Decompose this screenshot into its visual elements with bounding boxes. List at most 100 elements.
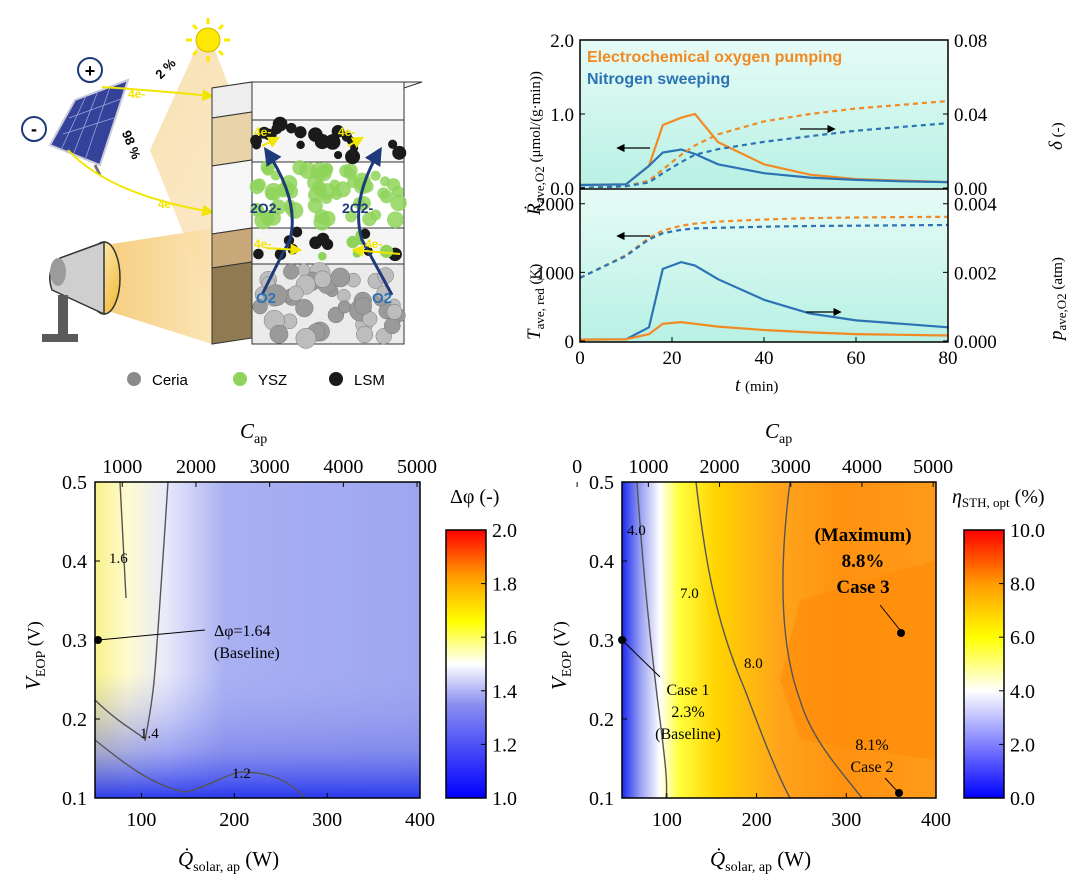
ceria-particle xyxy=(383,317,401,335)
ceria-legend-icon xyxy=(127,372,141,386)
contour-label-1-6: 1.6 xyxy=(109,551,128,567)
annotation-maximum: (Maximum) xyxy=(814,525,911,546)
contour-1-6 xyxy=(119,481,127,599)
tick-label: 0.3 xyxy=(62,630,87,652)
svg-text:VEOP (V): VEOP (V) xyxy=(21,621,49,690)
colorbar-tick-label: 2.0 xyxy=(1010,734,1035,756)
svg-text:pave,O2 (atm): pave,O2 (atm) xyxy=(1046,257,1069,342)
legend-ysz: YSZ xyxy=(258,372,287,389)
lsm-particle xyxy=(296,140,305,150)
legend-eop: Electrochemical oxygen pumping xyxy=(587,49,842,66)
tick-label: 100 xyxy=(126,809,156,831)
tick-label: 0.5 xyxy=(62,472,87,494)
lsm-particle xyxy=(309,236,323,250)
colorbar-tick-label: 1.6 xyxy=(492,627,517,649)
lamp-beam xyxy=(105,228,215,345)
tick-label: 200 xyxy=(219,809,249,831)
series-line-3 xyxy=(580,320,948,341)
contour-7-0 xyxy=(695,481,791,799)
electron-arrow-2 xyxy=(347,136,365,148)
ysz-particle xyxy=(249,179,265,195)
lsm-particle xyxy=(392,145,407,160)
ysz-particle xyxy=(308,187,324,203)
ysz-particle xyxy=(262,164,274,176)
lsm-particle xyxy=(253,248,264,260)
ysz-particle xyxy=(345,210,358,223)
tick-label: 300 xyxy=(831,809,861,831)
ysz-particle xyxy=(250,203,265,217)
contour-1-2 xyxy=(94,739,306,799)
colorbar-tick-label: 10.0 xyxy=(1010,520,1045,542)
ysz-particle xyxy=(362,211,377,227)
xlabel-qsolar-left: Q̇solar, ap (W) xyxy=(178,847,279,875)
ceria-particle xyxy=(297,263,311,277)
tick-label: 0.04 xyxy=(954,105,988,126)
tick-label: 200 xyxy=(742,809,772,831)
annotation-case2: Case 2 xyxy=(850,759,893,776)
tick-label: 0.2 xyxy=(62,709,87,731)
ceria-particle xyxy=(252,299,268,315)
lsm-particle xyxy=(291,226,303,238)
plus-icon: + xyxy=(77,57,103,83)
colorbar-tick-label: 4.0 xyxy=(1010,681,1035,703)
ceria-particle xyxy=(265,284,288,307)
lsm-particle xyxy=(341,131,352,142)
oxygen-path-right xyxy=(357,146,394,296)
tick-label: 3000 xyxy=(250,456,290,478)
tick-label: 2000 xyxy=(176,456,216,478)
ceria-particle xyxy=(337,300,351,314)
tick-label: 1000 xyxy=(628,456,668,478)
tick-label: 80 xyxy=(939,348,958,369)
tick-label: 5000 xyxy=(397,456,437,478)
schematic-legend: Ceria YSZ LSM xyxy=(127,372,385,389)
ysz-particle xyxy=(313,213,331,231)
colorbar-tick-label: 0.0 xyxy=(1010,788,1035,810)
contour-label-4-0: 4.0 xyxy=(627,523,646,539)
lamp-icon xyxy=(42,240,121,342)
minus-icon: - xyxy=(21,116,47,142)
tick-label: 0 xyxy=(565,332,575,353)
series-line-3 xyxy=(580,122,948,188)
annotation-case1-value: 2.3% xyxy=(671,704,704,721)
ylabel-veop-left: VEOP (V) xyxy=(21,621,49,690)
lsm-particle xyxy=(252,140,261,150)
top-axis-label-right: Cap xyxy=(765,419,792,447)
ylabel-temperature: Tave, red (K) xyxy=(524,264,547,340)
colorbar-tick-label: 1.4 xyxy=(492,681,517,703)
annotation-baseline-left: (Baseline) xyxy=(214,645,280,662)
colorbar-tick-label: 8.0 xyxy=(1010,574,1035,596)
annotation-case1-baseline: (Baseline) xyxy=(655,726,721,743)
colorbar-tick-label: 1.0 xyxy=(492,788,517,810)
ceria-particle xyxy=(354,297,372,315)
split-label-2pct: 2 % xyxy=(152,55,179,82)
electron-label-3: 4e- xyxy=(254,125,271,139)
top-axis-label-left: Cap xyxy=(240,419,267,447)
ysz-particle xyxy=(292,160,308,176)
ceria-particle xyxy=(287,285,304,302)
lsm-particle xyxy=(388,139,398,149)
tick-label: 0.5 xyxy=(589,472,614,494)
ysz-particle xyxy=(386,178,401,192)
svg-text:VEOP (V): VEOP (V) xyxy=(547,621,575,690)
oxygen-path-left xyxy=(260,147,294,296)
contour-label-1-2: 1.2 xyxy=(232,766,251,782)
tick-label: 0.3 xyxy=(589,630,614,652)
heatmap-left-shade xyxy=(95,482,420,798)
annotation-max-value: 8.8% xyxy=(842,551,885,572)
oxide-label-right: 2O2- xyxy=(342,200,373,216)
electron-label-6: 4e- xyxy=(365,237,382,251)
tick-label: 0.1 xyxy=(62,788,87,810)
series-line-1 xyxy=(580,148,948,187)
electron-label-2: 4e- xyxy=(158,197,175,211)
lsm-particle xyxy=(317,251,327,261)
tick-label: 40 xyxy=(755,348,774,369)
tick-label: 2000 xyxy=(536,195,574,216)
svg-text:Tave, red (K): Tave, red (K) xyxy=(524,264,547,340)
oxide-label-left: 2O2- xyxy=(250,200,281,216)
lsm-particle xyxy=(379,244,394,258)
contour-label-7-0: 7.0 xyxy=(680,586,699,602)
xlabel-time: t (min) xyxy=(735,375,778,396)
lsm-particle xyxy=(294,126,307,139)
ceria-particle xyxy=(313,270,332,288)
